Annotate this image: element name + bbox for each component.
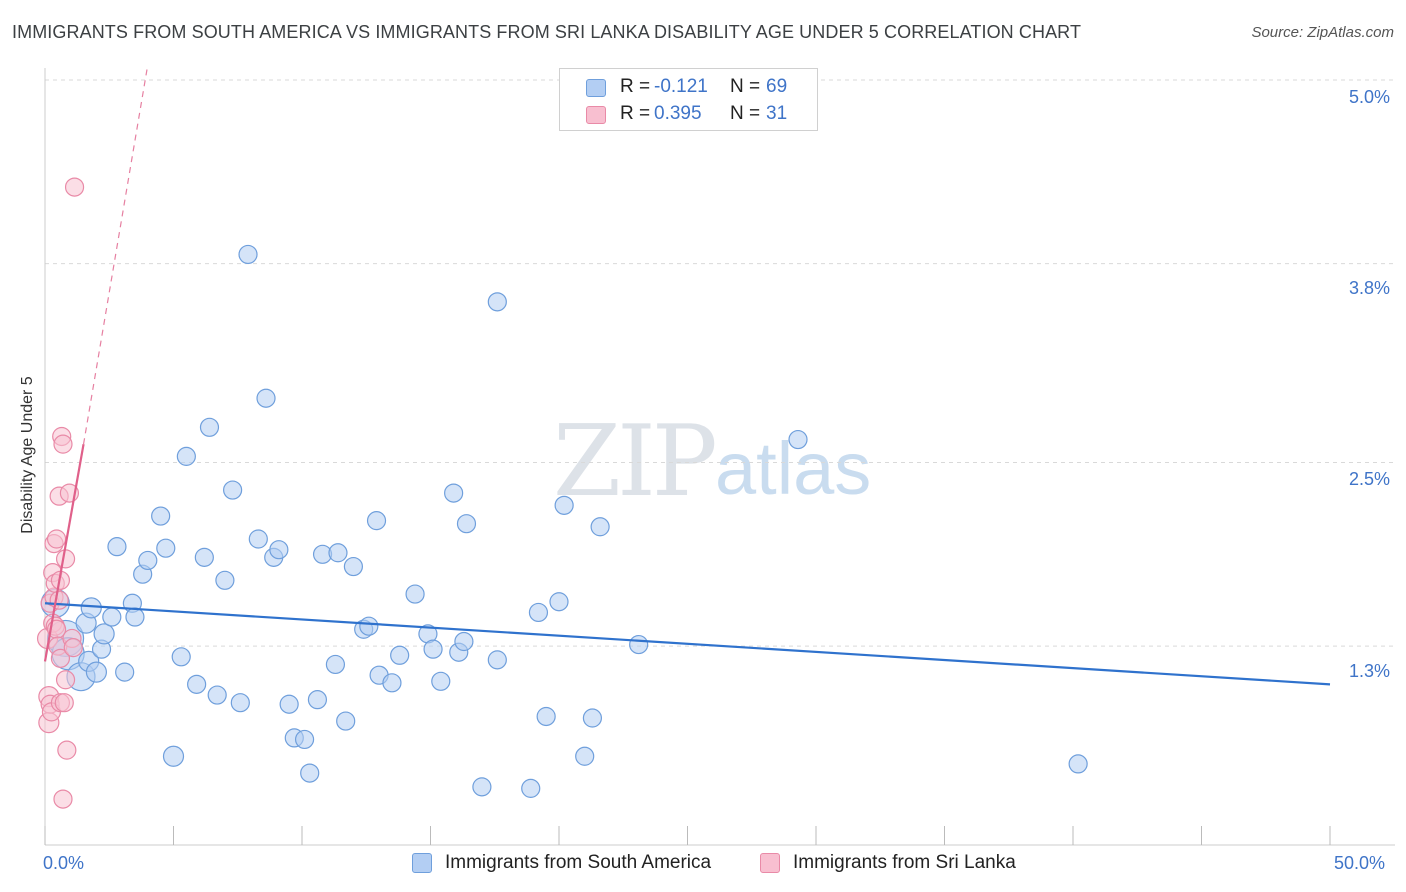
- data-point-sri-lanka: [49, 590, 69, 610]
- data-point-sri-lanka: [55, 670, 76, 690]
- data-point-south-america: [454, 631, 474, 652]
- trend-line-extension-sri-lanka: [82, 64, 149, 445]
- data-point-south-america: [138, 550, 158, 571]
- data-point-south-america: [294, 729, 315, 750]
- data-point-south-america: [156, 538, 176, 558]
- data-point-south-america: [80, 597, 102, 619]
- data-point-south-america: [528, 602, 549, 623]
- bottom-legend-label: Immigrants from South America: [445, 852, 712, 873]
- data-point-south-america: [1068, 754, 1088, 774]
- y-tick-label: 3.8%: [1349, 278, 1391, 298]
- data-point-south-america: [207, 685, 227, 705]
- data-point-south-america: [115, 662, 135, 682]
- data-point-south-america: [390, 645, 410, 665]
- source-note: Source: ZipAtlas.com: [1251, 24, 1394, 41]
- data-point-south-america: [107, 537, 127, 557]
- bottom-legend-swatch-blue: [412, 853, 432, 873]
- legend-n-value: 31: [766, 103, 788, 124]
- data-point-south-america: [93, 623, 115, 645]
- data-point-south-america: [279, 694, 299, 714]
- x-tick-label-max: 50.0%: [1334, 853, 1386, 873]
- data-point-south-america: [487, 650, 507, 670]
- legend-r-value: 0.395: [654, 103, 702, 124]
- bottom-legend-swatch-pink: [760, 853, 780, 873]
- data-point-south-america: [171, 647, 191, 667]
- legend-swatch-pink: [586, 106, 606, 124]
- data-point-south-america: [549, 592, 569, 612]
- data-point-south-america: [359, 616, 379, 636]
- data-point-south-america: [590, 517, 610, 537]
- data-point-sri-lanka: [64, 177, 85, 197]
- data-point-sri-lanka: [53, 434, 73, 454]
- data-point-south-america: [382, 673, 402, 693]
- data-point-sri-lanka: [53, 789, 73, 809]
- data-point-south-america: [194, 547, 214, 567]
- data-point-south-america: [328, 543, 348, 563]
- trend-line-sri-lanka: [43, 443, 85, 662]
- bottom-legend-label: Immigrants from Sri Lanka: [793, 852, 1016, 873]
- data-point-sri-lanka: [50, 648, 71, 668]
- data-point-south-america: [536, 706, 556, 727]
- data-point-south-america: [521, 778, 541, 798]
- data-point-south-america: [582, 708, 603, 728]
- legend-r-label: R =: [620, 103, 651, 124]
- data-point-south-america: [788, 429, 808, 450]
- data-point-south-america: [366, 511, 387, 531]
- data-point-south-america: [554, 495, 574, 515]
- watermark-zip: ZIP: [553, 405, 718, 519]
- chart-title: IMMIGRANTS FROM SOUTH AMERICA VS IMMIGRA…: [12, 22, 1082, 42]
- data-point-south-america: [85, 661, 108, 683]
- y-tick-label: 5.0%: [1349, 87, 1391, 107]
- legend-n-label: N =: [730, 76, 761, 97]
- data-point-south-america: [125, 607, 145, 627]
- data-point-south-america: [215, 570, 235, 590]
- data-point-south-america: [444, 483, 464, 503]
- legend-n-label: N =: [730, 103, 761, 124]
- data-point-south-america: [300, 763, 320, 783]
- data-point-south-america: [343, 556, 363, 577]
- legend-r-label: R =: [620, 76, 651, 97]
- data-point-sri-lanka: [55, 549, 76, 569]
- data-point-south-america: [472, 777, 492, 797]
- y-tick-label: 2.5%: [1349, 469, 1391, 489]
- data-point-south-america: [248, 529, 268, 549]
- data-point-south-america: [199, 417, 220, 437]
- data-point-south-america: [431, 671, 451, 691]
- data-point-south-america: [102, 607, 122, 627]
- data-point-south-america: [575, 746, 595, 766]
- y-tick-label: 1.3%: [1349, 661, 1391, 681]
- data-point-south-america: [325, 654, 346, 675]
- data-point-south-america: [423, 639, 443, 659]
- data-point-south-america: [176, 446, 196, 466]
- data-point-south-america: [187, 674, 207, 694]
- x-tick-label-min: 0.0%: [43, 853, 85, 873]
- trend-line-south-america: [44, 602, 1331, 686]
- data-point-south-america: [456, 514, 477, 534]
- legend-swatch-blue: [586, 79, 606, 97]
- data-point-south-america: [256, 388, 276, 408]
- data-point-south-america: [405, 584, 425, 604]
- data-point-south-america: [151, 506, 171, 526]
- data-point-south-america: [223, 480, 243, 500]
- data-point-south-america: [629, 634, 649, 655]
- data-point-sri-lanka: [46, 529, 67, 549]
- data-point-south-america: [336, 711, 356, 731]
- data-point-sri-lanka: [54, 693, 74, 713]
- data-point-south-america: [238, 244, 258, 265]
- legend-r-value: -0.121: [654, 76, 708, 97]
- y-axis-label: Disability Age Under 5: [19, 376, 36, 534]
- data-point-south-america: [487, 292, 507, 312]
- data-point-sri-lanka: [63, 638, 83, 658]
- correlation-legend: R = -0.121 N = 69 R = 0.395 N = 31: [559, 68, 818, 131]
- data-point-south-america: [269, 540, 289, 560]
- legend-n-value: 69: [766, 76, 788, 97]
- data-point-sri-lanka: [57, 740, 77, 760]
- data-point-south-america: [162, 745, 185, 767]
- data-point-south-america: [230, 693, 250, 713]
- data-point-south-america: [307, 690, 328, 710]
